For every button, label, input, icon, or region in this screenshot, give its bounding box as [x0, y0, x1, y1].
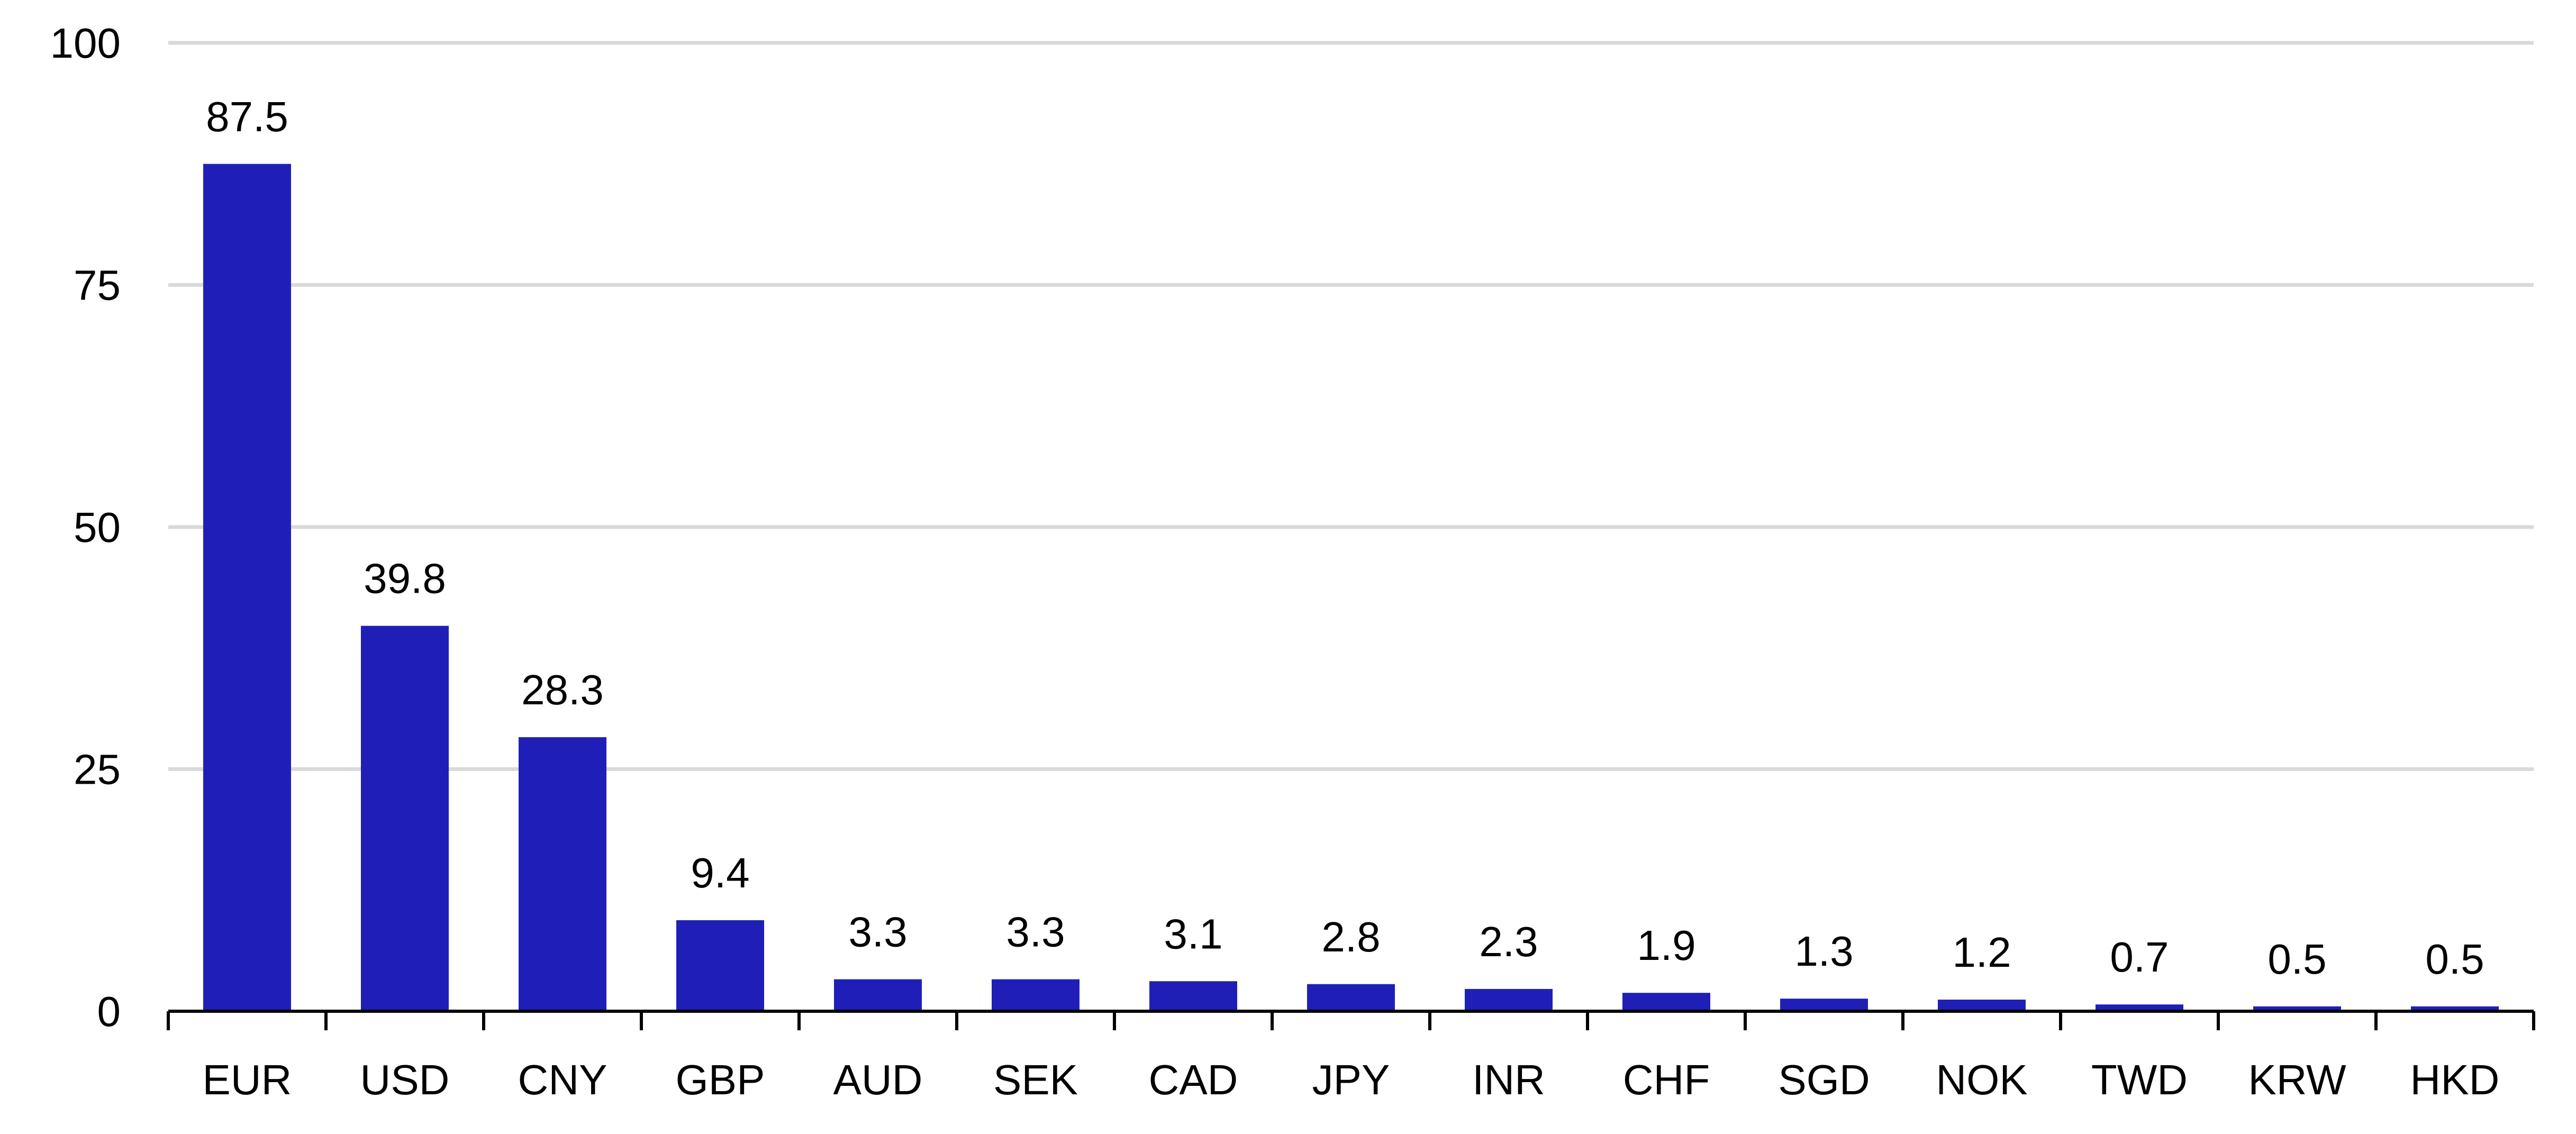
y-tick-label-2: 50: [74, 504, 121, 551]
y-tick-labels: 0 25 50 75 100: [50, 20, 121, 1035]
data-label-chf: 1.9: [1637, 922, 1695, 969]
x-tick-label-sek: SEK: [993, 1056, 1078, 1103]
bar-hkd: [2411, 1006, 2499, 1011]
x-tick-label-usd: USD: [360, 1056, 450, 1103]
bar-cny: [519, 737, 606, 1011]
data-label-jpy: 2.8: [1321, 913, 1380, 960]
bar-jpy: [1307, 984, 1395, 1011]
data-label-nok: 1.2: [1952, 929, 2011, 976]
data-label-hkd: 0.5: [2425, 936, 2484, 983]
bar-aud: [834, 979, 922, 1011]
x-tick-label-krw: KRW: [2248, 1056, 2346, 1103]
data-label-usd: 39.8: [364, 555, 446, 602]
data-label-sek: 3.3: [1006, 909, 1065, 956]
bar-usd: [361, 625, 449, 1011]
bars: [203, 164, 2499, 1011]
bar-krw: [2253, 1006, 2341, 1011]
x-tick-label-chf: CHF: [1623, 1056, 1710, 1103]
data-label-krw: 0.5: [2267, 936, 2326, 983]
x-tick-label-jpy: JPY: [1312, 1056, 1390, 1103]
bar-eur: [203, 164, 291, 1011]
x-tick-label-nok: NOK: [1936, 1056, 2027, 1103]
bar-inr: [1465, 988, 1553, 1011]
x-tick-label-eur: EUR: [203, 1056, 292, 1103]
bar-twd: [2096, 1004, 2183, 1011]
x-tick-label-twd: TWD: [2091, 1056, 2188, 1103]
x-tick-label-inr: INR: [1472, 1056, 1545, 1103]
data-label-twd: 0.7: [2110, 933, 2169, 981]
bar-gbp: [676, 920, 764, 1011]
x-tick-labels: EUR USD CNY GBP AUD SEK CAD JPY INR CHF SGD NOK TWD K…: [203, 1056, 2500, 1103]
bar-nok: [1938, 1000, 2026, 1011]
data-label-aud: 3.3: [848, 909, 907, 956]
bar-chf: [1622, 993, 1710, 1011]
data-label-sgd: 1.3: [1794, 928, 1853, 975]
data-label-cny: 28.3: [521, 666, 604, 713]
x-tick-label-cny: CNY: [518, 1056, 607, 1103]
bar-sek: [992, 979, 1080, 1011]
data-label-gbp: 9.4: [691, 849, 749, 896]
y-tick-label-0: 0: [97, 988, 121, 1035]
bar-cad: [1149, 981, 1237, 1011]
y-tick-label-4: 100: [50, 20, 121, 67]
x-tick-label-aud: AUD: [833, 1056, 923, 1103]
bar-sgd: [1780, 999, 1868, 1011]
data-label-eur: 87.5: [206, 93, 288, 140]
x-tick-label-sgd: SGD: [1778, 1056, 1870, 1103]
x-tick-label-gbp: GBP: [676, 1056, 765, 1103]
y-tick-label-1: 25: [74, 746, 121, 793]
x-tick-label-hkd: HKD: [2410, 1056, 2500, 1103]
y-tick-label-3: 75: [74, 262, 121, 309]
data-label-cad: 3.1: [1164, 910, 1222, 957]
gridlines: [168, 41, 2534, 771]
data-labels: 87.5 39.8 28.3 9.4 3.3 3.3 3.1 2.8 2.3 1.9 1.3 1.2 0…: [206, 93, 2484, 983]
data-label-inr: 2.3: [1479, 918, 1538, 965]
x-tick-label-cad: CAD: [1149, 1056, 1238, 1103]
axes: [167, 1010, 2535, 1030]
